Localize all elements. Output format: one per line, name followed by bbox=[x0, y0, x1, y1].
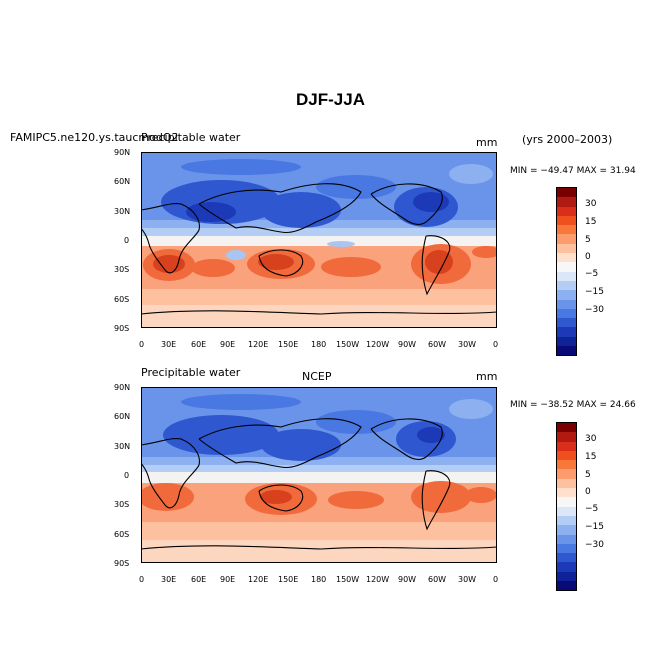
colorbar-label: 0 bbox=[585, 252, 591, 262]
lon-tick: 90W bbox=[398, 575, 417, 584]
lat-tick: 30S bbox=[114, 265, 130, 274]
map-panel-1 bbox=[141, 152, 497, 328]
field-label-1: Precipitable water bbox=[141, 131, 241, 144]
map-panel-2 bbox=[141, 387, 497, 563]
lat-tick: 60N bbox=[114, 177, 131, 186]
units-label-1: mm bbox=[476, 136, 498, 149]
lon-tick: 0 bbox=[493, 575, 499, 584]
lon-tick: 30E bbox=[161, 340, 177, 349]
lon-tick: 60W bbox=[428, 340, 447, 349]
colorbar-label: −15 bbox=[585, 287, 604, 297]
lat-tick: 60N bbox=[114, 412, 131, 421]
lon-tick: 30W bbox=[458, 575, 477, 584]
lon-tick: 120E bbox=[248, 575, 269, 584]
colorbar-label: 0 bbox=[585, 487, 591, 497]
lon-tick: 60E bbox=[191, 340, 207, 349]
lat-tick: 0 bbox=[124, 236, 130, 245]
colorbar-label: 30 bbox=[585, 199, 597, 209]
figure-title: DJF-JJA bbox=[296, 90, 365, 109]
lon-tick: 90W bbox=[398, 340, 417, 349]
colorbar-label: −5 bbox=[585, 504, 599, 514]
field-label-2: Precipitable water bbox=[141, 366, 241, 379]
units-label-2: mm bbox=[476, 370, 498, 383]
stats-label-2: MIN = −38.52 MAX = 24.66 bbox=[510, 400, 636, 410]
colorbar-label: −30 bbox=[585, 540, 604, 550]
lon-tick: 30W bbox=[458, 340, 477, 349]
lat-tick: 90N bbox=[114, 148, 131, 157]
lat-tick: 30N bbox=[114, 207, 131, 216]
colorbar-label: 5 bbox=[585, 235, 591, 245]
colorbar-1 bbox=[556, 187, 577, 357]
lat-tick: 30S bbox=[114, 500, 130, 509]
lon-tick: 0 bbox=[493, 340, 499, 349]
colorbar-label: −5 bbox=[585, 269, 599, 279]
lon-tick: 90E bbox=[220, 340, 236, 349]
colorbar-2 bbox=[556, 422, 577, 592]
lat-tick: 90S bbox=[114, 324, 130, 333]
colorbar-label: 5 bbox=[585, 470, 591, 480]
lon-tick: 30E bbox=[161, 575, 177, 584]
lon-tick: 120W bbox=[366, 575, 390, 584]
lon-tick: 150W bbox=[336, 340, 360, 349]
lon-tick: 120E bbox=[248, 340, 269, 349]
lon-tick: 150W bbox=[336, 575, 360, 584]
lon-tick: 0 bbox=[139, 575, 145, 584]
lat-tick: 90N bbox=[114, 383, 131, 392]
lat-tick: 90S bbox=[114, 559, 130, 568]
lat-tick: 60S bbox=[114, 295, 130, 304]
lon-tick: 0 bbox=[139, 340, 145, 349]
lon-tick: 180 bbox=[311, 340, 327, 349]
lon-tick: 150E bbox=[278, 340, 299, 349]
lon-tick: 60W bbox=[428, 575, 447, 584]
colorbar-label: 30 bbox=[585, 434, 597, 444]
lat-tick: 0 bbox=[124, 471, 130, 480]
years-label: (yrs 2000–2003) bbox=[522, 133, 613, 146]
colorbar-label: −30 bbox=[585, 305, 604, 315]
colorbar-label: 15 bbox=[585, 452, 597, 462]
lon-tick: 60E bbox=[191, 575, 207, 584]
lon-tick: 90E bbox=[220, 575, 236, 584]
case-label-1: FAMIPC5.ne120.ys.taucmodO2 bbox=[10, 131, 179, 144]
stats-label-1: MIN = −49.47 MAX = 31.94 bbox=[510, 166, 636, 176]
lon-tick: 150E bbox=[278, 575, 299, 584]
case-label-2: NCEP bbox=[302, 370, 332, 383]
lon-tick: 180 bbox=[311, 575, 327, 584]
colorbar-label: −15 bbox=[585, 522, 604, 532]
colorbar-label: 15 bbox=[585, 217, 597, 227]
lon-tick: 120W bbox=[366, 340, 390, 349]
lat-tick: 60S bbox=[114, 530, 130, 539]
lat-tick: 30N bbox=[114, 442, 131, 451]
